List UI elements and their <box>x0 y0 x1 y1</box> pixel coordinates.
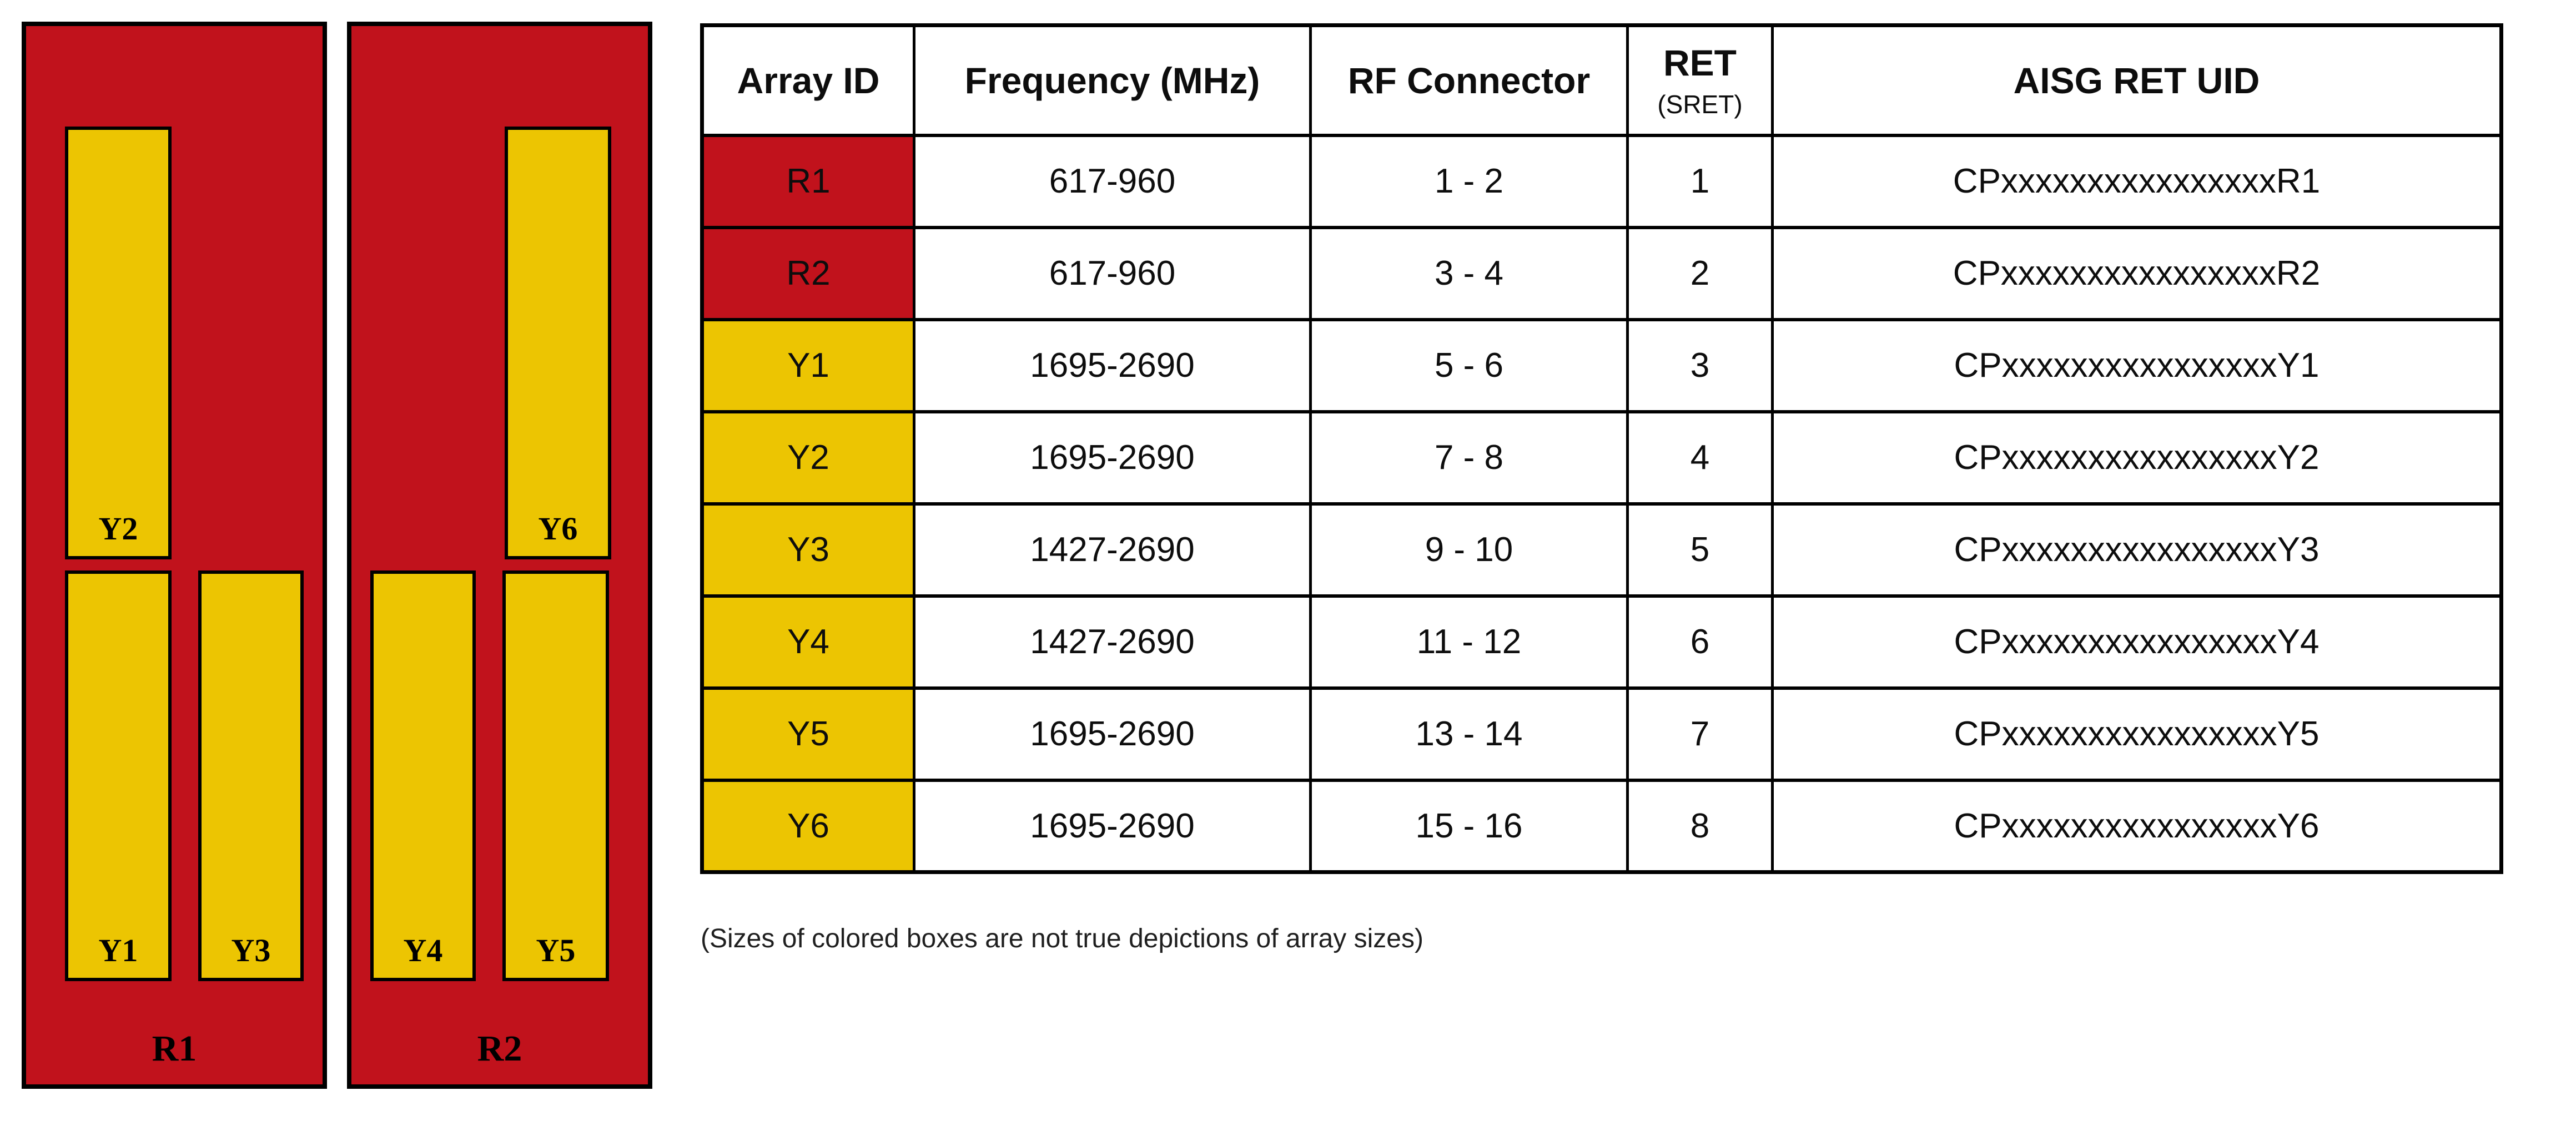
header-array-id: Array ID <box>701 23 915 137</box>
header-frequency: Frequency (MHz) <box>913 23 1312 137</box>
cell-frequency: 617-960 <box>913 225 1312 321</box>
cell-array-id: Y6 <box>701 778 915 874</box>
header-row: Array ID Frequency (MHz) RF Connector RE… <box>701 23 2503 137</box>
table-row: Y5 1695-2690 13 - 14 7 CPxxxxxxxxxxxxxxx… <box>701 686 2503 782</box>
header-ret-main: RET <box>1663 42 1737 83</box>
cell-ret: 2 <box>1626 225 1774 321</box>
cell-array-id: Y5 <box>701 686 915 782</box>
antenna-panel-r2: R2 Y6 Y4 Y5 <box>347 22 652 1089</box>
cell-ret: 7 <box>1626 686 1774 782</box>
table-header: Array ID Frequency (MHz) RF Connector RE… <box>701 23 2503 137</box>
header-aisg-ret-uid: AISG RET UID <box>1771 23 2503 137</box>
panel-label-r1: R1 <box>152 1028 197 1069</box>
diagram-footnote: (Sizes of colored boxes are not true dep… <box>701 924 1423 953</box>
table-row: Y6 1695-2690 15 - 16 8 CPxxxxxxxxxxxxxxx… <box>701 778 2503 874</box>
cell-array-id: R1 <box>701 133 915 229</box>
cell-array-id: Y3 <box>701 502 915 598</box>
array-box-label: Y2 <box>98 511 138 547</box>
cell-rf-connector: 3 - 4 <box>1309 225 1629 321</box>
cell-rf-connector: 7 - 8 <box>1309 410 1629 506</box>
cell-frequency: 1695-2690 <box>913 317 1312 413</box>
cell-frequency: 1427-2690 <box>913 502 1312 598</box>
array-box-label: Y3 <box>231 932 271 968</box>
cell-ret: 6 <box>1626 594 1774 690</box>
cell-aisg-ret-uid: CPxxxxxxxxxxxxxxxxY3 <box>1771 502 2503 598</box>
header-ret-sub: (SRET) <box>1657 89 1743 119</box>
cell-aisg-ret-uid: CPxxxxxxxxxxxxxxxxR2 <box>1771 225 2503 321</box>
array-box-label: Y6 <box>538 511 578 547</box>
table-row: Y4 1427-2690 11 - 12 6 CPxxxxxxxxxxxxxxx… <box>701 594 2503 690</box>
cell-aisg-ret-uid: CPxxxxxxxxxxxxxxxxY2 <box>1771 410 2503 506</box>
header-rf-connector: RF Connector <box>1309 23 1629 137</box>
array-box-label: Y1 <box>98 932 138 968</box>
cell-rf-connector: 5 - 6 <box>1309 317 1629 413</box>
table-body: R1 617-960 1 - 2 1 CPxxxxxxxxxxxxxxxxR1 … <box>701 133 2503 874</box>
cell-frequency: 617-960 <box>913 133 1312 229</box>
cell-array-id: R2 <box>701 225 915 321</box>
cell-array-id: Y4 <box>701 594 915 690</box>
array-box-y6: Y6 <box>505 127 611 559</box>
cell-rf-connector: 9 - 10 <box>1309 502 1629 598</box>
table-row: Y1 1695-2690 5 - 6 3 CPxxxxxxxxxxxxxxxxY… <box>701 317 2503 413</box>
cell-aisg-ret-uid: CPxxxxxxxxxxxxxxxxR1 <box>1771 133 2503 229</box>
array-box-label: Y5 <box>536 932 576 968</box>
array-box-y1: Y1 <box>65 570 172 981</box>
cell-rf-connector: 11 - 12 <box>1309 594 1629 690</box>
array-box-y3: Y3 <box>198 570 304 981</box>
array-box-y2: Y2 <box>65 127 172 559</box>
cell-frequency: 1695-2690 <box>913 410 1312 506</box>
array-box-y4: Y4 <box>370 570 476 981</box>
cell-frequency: 1695-2690 <box>913 778 1312 874</box>
cell-array-id: Y1 <box>701 317 915 413</box>
cell-rf-connector: 1 - 2 <box>1309 133 1629 229</box>
cell-rf-connector: 13 - 14 <box>1309 686 1629 782</box>
table-row: R2 617-960 3 - 4 2 CPxxxxxxxxxxxxxxxxR2 <box>701 225 2503 321</box>
panel-label-r2: R2 <box>477 1028 522 1069</box>
cell-ret: 5 <box>1626 502 1774 598</box>
cell-aisg-ret-uid: CPxxxxxxxxxxxxxxxxY4 <box>1771 594 2503 690</box>
cell-rf-connector: 15 - 16 <box>1309 778 1629 874</box>
cell-aisg-ret-uid: CPxxxxxxxxxxxxxxxxY1 <box>1771 317 2503 413</box>
cell-aisg-ret-uid: CPxxxxxxxxxxxxxxxxY6 <box>1771 778 2503 874</box>
cell-frequency: 1695-2690 <box>913 686 1312 782</box>
cell-ret: 4 <box>1626 410 1774 506</box>
array-spec-table: Array ID Frequency (MHz) RF Connector RE… <box>700 23 2503 874</box>
table-row: R1 617-960 1 - 2 1 CPxxxxxxxxxxxxxxxxR1 <box>701 133 2503 229</box>
array-box-label: Y4 <box>403 932 443 968</box>
cell-frequency: 1427-2690 <box>913 594 1312 690</box>
cell-aisg-ret-uid: CPxxxxxxxxxxxxxxxxY5 <box>1771 686 2503 782</box>
cell-ret: 8 <box>1626 778 1774 874</box>
cell-array-id: Y2 <box>701 410 915 506</box>
antenna-panel-r1: R1 Y2 Y1 Y3 <box>22 22 327 1089</box>
header-ret: RET (SRET) <box>1626 23 1774 137</box>
cell-ret: 1 <box>1626 133 1774 229</box>
cell-ret: 3 <box>1626 317 1774 413</box>
array-box-y5: Y5 <box>502 570 609 981</box>
table-row: Y2 1695-2690 7 - 8 4 CPxxxxxxxxxxxxxxxxY… <box>701 410 2503 506</box>
table-row: Y3 1427-2690 9 - 10 5 CPxxxxxxxxxxxxxxxx… <box>701 502 2503 598</box>
